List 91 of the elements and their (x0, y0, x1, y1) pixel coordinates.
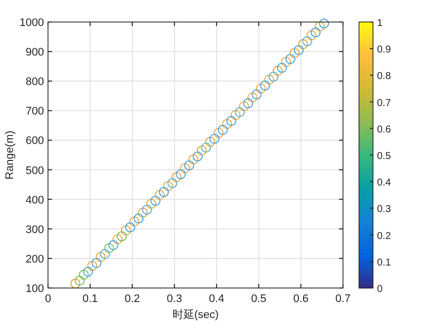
x-tick-label: 0 (44, 293, 52, 305)
point (256, 84, 266, 94)
point (294, 45, 304, 56)
x-axis-title: 时延(sec) (172, 308, 219, 321)
y-tick-label: 200 (26, 253, 44, 266)
point (120, 225, 131, 236)
y-tick-label: 900 (26, 46, 44, 59)
point (96, 252, 106, 262)
x-tick-label: 0.6 (293, 293, 309, 305)
point (285, 54, 296, 64)
point (290, 48, 300, 58)
y-tick-label: 300 (26, 224, 44, 236)
point (276, 62, 287, 73)
color-bar-label: 0.5 (377, 151, 392, 162)
point (319, 18, 330, 28)
y-tick-label: 600 (26, 135, 44, 148)
point (226, 116, 236, 126)
point (150, 196, 160, 206)
point (176, 169, 186, 180)
point (74, 276, 85, 286)
point (172, 172, 182, 182)
color-bar-label: 0.8 (377, 71, 392, 82)
point (125, 222, 136, 232)
point (142, 204, 152, 215)
color-bar-label: 0.7 (377, 98, 392, 109)
point (146, 198, 156, 209)
y-tick-label: 700 (26, 106, 44, 118)
point (163, 181, 174, 192)
x-tick-label: 0.2 (124, 293, 140, 305)
point (91, 258, 102, 268)
point (281, 56, 292, 67)
point (196, 146, 207, 156)
point (252, 89, 262, 100)
point (167, 178, 178, 188)
x-tick-label: 0.3 (166, 293, 182, 305)
point (234, 107, 245, 118)
point (108, 240, 118, 250)
point (78, 270, 89, 280)
point (302, 36, 312, 46)
point (243, 98, 254, 108)
point (214, 128, 224, 138)
point (112, 234, 123, 244)
point (104, 243, 114, 254)
point (238, 101, 249, 112)
point (268, 72, 278, 82)
point (70, 278, 80, 289)
color-bar-label: 0.6 (377, 124, 392, 136)
color-bar-label: 0.3 (377, 204, 392, 216)
color-bar-label: 0 (377, 284, 383, 295)
point (314, 21, 325, 32)
color-bar-label: 0.4 (377, 178, 392, 189)
color-bar-label: 1 (377, 18, 383, 29)
point (222, 118, 232, 129)
x-tick-label: 0.7 (335, 293, 351, 305)
point (306, 30, 316, 40)
y-tick-label: 100 (26, 283, 44, 295)
y-tick-label: 1000 (20, 17, 44, 29)
point (310, 27, 321, 38)
point (298, 39, 308, 50)
point (184, 160, 194, 170)
point (230, 110, 241, 120)
y-axis-title: Range(m) (4, 130, 16, 180)
point (188, 154, 198, 164)
x-tick-label: 0.1 (82, 293, 98, 305)
point (272, 66, 283, 76)
x-tick-label: 0.4 (208, 293, 224, 305)
point (100, 249, 110, 260)
point (201, 142, 212, 153)
point (180, 163, 190, 174)
point (83, 266, 94, 277)
point (87, 260, 98, 271)
point (247, 92, 258, 102)
y-tick-label: 400 (26, 194, 44, 206)
point (116, 231, 127, 242)
point (218, 124, 228, 135)
point (192, 151, 203, 162)
color-bar-label: 0.2 (377, 230, 392, 242)
color-bar-label: 0.1 (377, 257, 392, 268)
y-tick-label: 500 (26, 164, 44, 177)
point (154, 190, 165, 200)
point (205, 136, 216, 147)
point (209, 134, 220, 144)
point (129, 216, 140, 226)
color-bar-label: 0.9 (377, 44, 392, 56)
point (138, 208, 148, 218)
x-tick-label: 0.5 (251, 293, 266, 305)
point (158, 186, 169, 197)
point (260, 80, 270, 91)
point (264, 74, 274, 85)
y-tick-label: 800 (26, 76, 44, 88)
point (134, 214, 144, 224)
